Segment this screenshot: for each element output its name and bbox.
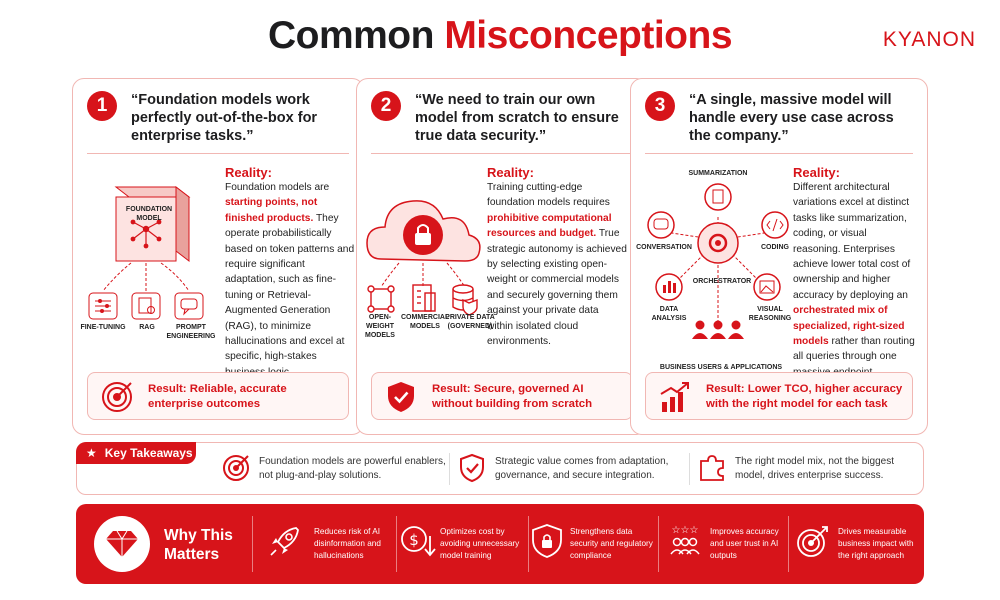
divider [449,453,450,485]
result-box: Result: Reliable, accurate enterprise ou… [87,372,349,420]
cost-down-icon: $ [401,526,436,557]
misconception-card-2: 2 “We need to train our own model from s… [356,78,648,435]
card-number-badge: 3 [645,91,675,121]
key-takeaways-tab: ★ Key Takeaways [76,442,196,464]
target-icon [223,455,249,481]
divider [645,153,913,154]
rag-document-search-icon [131,292,161,320]
fine-tuning-label: FINE-TUNING [80,324,126,331]
title-word-misconceptions: Misconceptions [444,14,733,57]
why-item-1: Reduces risk of AI disinformation and ha… [314,527,381,560]
svg-text:$: $ [409,531,419,549]
reality-heading: Reality: [793,165,840,180]
rocket-icon [270,527,299,556]
conversation-node [647,211,675,239]
why-item-2: Optimizes cost by avoiding unnecessary m… [440,527,520,560]
reality-heading: Reality: [487,165,534,180]
cloud-lock-icon [366,200,481,262]
open-weight-models-label: OPEN-WEIGHT MODELS [365,314,395,339]
target-arrow-icon [797,526,828,557]
result-box: Result: Lower TCO, higher accuracy with … [645,372,913,420]
misconception-card-1: 1 “Foundation models work perfectly out-… [72,78,364,435]
misconception-card-3: 3 “A single, massive model will handle e… [630,78,928,435]
prompt-engineering-label: PROMPT ENGINEERING [166,324,216,340]
svg-text:☆☆☆: ☆☆☆ [672,525,699,536]
orchestrator-diagram [647,183,789,339]
prompt-chat-icon [174,292,204,320]
misconception-quote: “Foundation models work perfectly out-of… [131,92,318,144]
star-icon: ★ [86,446,97,460]
business-users-label: BUSINESS USERS & APPLICATIONS [659,364,783,371]
divider [371,153,633,154]
card-number-badge: 2 [371,91,401,121]
title-word-common: Common [267,14,435,57]
result-box: Result: Secure, governed AI without buil… [371,372,633,420]
key-takeaways-label: Key Takeaways [104,446,193,460]
shield-check-icon [460,453,484,483]
why-this-matters-banner: Why This Matters Reduces risk of AI disi… [76,504,924,584]
target-icon [102,382,132,412]
divider [689,453,690,485]
why-item-4: Improves accuracy and user trust in AI o… [710,527,779,560]
why-item-3: Strengthens data security and regulatory… [570,527,653,560]
result-text: Result: Secure, governed AI without buil… [432,383,593,410]
divider [87,153,349,154]
foundation-model-label: FOUNDATION MODEL [125,206,173,222]
database-shield-icon [452,284,478,316]
puzzle-icon [700,455,724,481]
brand-logo: KYANON [882,28,976,51]
takeaway-item-2: Strategic value comes from adaptation, g… [495,456,669,481]
reality-text: Different architectural variations excel… [793,182,915,378]
data-analysis-label: DATA ANALYSIS [651,306,687,322]
users-stars-icon: ☆☆☆ [670,525,700,555]
takeaway-item-3: The right model mix, not the biggest mod… [735,456,894,481]
divider [528,516,529,572]
page-title: Common Misconceptions [0,14,1000,58]
growth-chart-icon [660,382,689,412]
visual-reasoning-label: VISUAL REASONING [748,306,792,322]
reality-heading: Reality: [225,165,272,180]
reality-text: Training cutting-edge foundation models … [487,182,627,348]
users-icon [692,320,744,339]
gear-icon [708,233,728,253]
secure-cloud-diagram [366,200,481,316]
why-this-matters-title: Why This Matters [164,527,233,563]
misconception-quote: “We need to train our own model from scr… [415,92,619,144]
summarization-node [704,183,732,211]
private-data-label: PRIVATE DATA (GOVERNED) [445,314,495,330]
gem-icon [94,516,150,572]
commercial-models-label: COMMERCIAL MODELS [401,314,450,330]
divider [788,516,789,572]
shield-lock-icon [532,524,562,558]
result-text: Result: Reliable, accurate enterprise ou… [148,383,287,410]
divider [658,516,659,572]
why-item-5: Drives measurable business impact with t… [838,527,914,560]
divider [396,516,397,572]
coding-label: CODING [761,244,789,251]
shield-check-icon [388,382,414,412]
conversation-label: CONVERSATION [636,244,692,251]
takeaway-item-1: Foundation models are powerful enablers,… [259,456,446,481]
divider [252,516,253,572]
foundation-model-diagram [88,185,204,320]
card-number-badge: 1 [87,91,117,121]
misconception-quote: “A single, massive model will handle eve… [689,92,894,144]
reality-text: Foundation models are starting points, n… [225,182,355,378]
result-text: Result: Lower TCO, higher accuracy with … [706,383,903,410]
key-takeaways-panel: ★ Key Takeaways Foundation models are po… [76,442,924,495]
summarization-label: SUMMARIZATION [688,170,748,177]
building-icon [412,284,436,312]
orchestrator-label: ORCHESTRATOR [692,278,752,285]
foundation-model-cube-icon [114,185,191,263]
rag-label: RAG [139,324,155,331]
network-nodes-icon [367,285,395,313]
